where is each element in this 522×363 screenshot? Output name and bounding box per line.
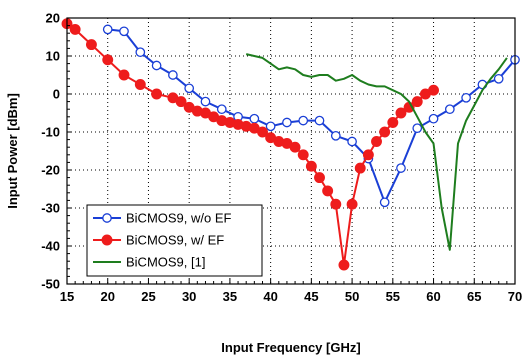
data-point-s1-1 <box>69 23 81 35</box>
data-point-s1-22 <box>289 141 301 153</box>
data-point-s0-21 <box>444 104 455 115</box>
x-tick-label-2: 25 <box>141 289 155 304</box>
data-point-s0-7 <box>216 104 227 115</box>
data-point-s1-34 <box>387 117 399 128</box>
legend-label-2: BiCMOS9, [1] <box>126 255 205 270</box>
data-point-s0-20 <box>428 113 439 124</box>
x-tick-label-0: 15 <box>60 289 74 304</box>
x-tick-label-8: 55 <box>386 289 400 304</box>
legend-label-0: BiCMOS9, w/o EF <box>126 211 232 226</box>
data-point-s1-18 <box>257 126 268 138</box>
data-point-s0-6 <box>200 96 211 107</box>
data-point-s1-35 <box>395 107 407 119</box>
data-point-s1-2 <box>85 39 97 51</box>
data-point-s0-15 <box>347 136 357 147</box>
y-tick-label-6: 10 <box>46 49 60 64</box>
legend-marker-0 <box>102 213 112 223</box>
data-point-s1-8 <box>175 96 187 108</box>
x-tick-label-10: 65 <box>467 289 481 304</box>
data-point-s0-0 <box>102 24 113 35</box>
data-point-s1-30 <box>354 162 366 174</box>
x-tick-label-6: 45 <box>304 289 318 304</box>
data-point-s1-4 <box>118 69 130 81</box>
data-point-s1-3 <box>102 54 114 66</box>
y-tick-label-0: -50 <box>41 277 60 292</box>
data-point-s0-3 <box>151 60 162 71</box>
grid <box>67 18 515 284</box>
data-point-s0-9 <box>249 113 260 124</box>
data-point-s0-17 <box>379 197 390 208</box>
data-point-s0-24 <box>493 73 504 84</box>
x-tick-label-9: 60 <box>426 289 440 304</box>
x-axis-title: Input Frequency [GHz] <box>221 340 360 355</box>
data-point-s0-11 <box>282 117 292 128</box>
y-tick-label-5: 0 <box>53 87 60 102</box>
data-point-s0-18 <box>396 163 406 173</box>
plot-frame <box>66 17 516 285</box>
x-tick-label-3: 30 <box>182 289 196 304</box>
data-point-s0-19 <box>412 123 423 134</box>
x-tick-label-7: 50 <box>345 289 359 304</box>
data-point-s0-22 <box>461 92 471 103</box>
y-tick-label-2: -30 <box>41 201 60 216</box>
data-point-s0-14 <box>330 130 341 141</box>
data-point-s0-5 <box>184 83 195 94</box>
data-point-s1-6 <box>151 88 163 100</box>
legend-marker-1 <box>101 234 113 246</box>
data-point-s1-31 <box>362 149 374 161</box>
data-point-s1-33 <box>379 126 391 138</box>
data-point-s0-12 <box>298 115 309 126</box>
y-tick-label-4: -10 <box>41 125 60 140</box>
y-tick-label-3: -20 <box>41 163 60 178</box>
data-point-s1-26 <box>322 185 334 197</box>
data-point-s1-5 <box>134 79 146 90</box>
data-point-s1-24 <box>305 160 317 172</box>
y-tick-label-7: 20 <box>46 11 60 26</box>
legend: BiCMOS9, w/o EF BiCMOS9, w/ EF BiCMOS9, [1… <box>86 204 263 277</box>
series-0 <box>102 24 520 208</box>
axes: 15 20 25 30 35 40 45 50 55 60 65 70 -50 -40 -30 -20 -10 0… <box>41 11 522 305</box>
series-line-2 <box>245 53 508 251</box>
data-point-s1-32 <box>371 136 382 147</box>
y-axis-title: Input Power [dBm] <box>5 93 20 209</box>
data-point-s0-2 <box>135 47 146 58</box>
data-point-s1-37 <box>411 96 423 108</box>
legend-label-1: BiCMOS9, w/ EF <box>126 233 224 248</box>
x-tick-label-1: 20 <box>100 289 114 304</box>
series-group <box>61 18 520 271</box>
y-tick-label-1: -40 <box>41 239 60 254</box>
data-point-s1-27 <box>330 198 342 210</box>
series-2 <box>245 53 508 251</box>
data-point-s1-23 <box>297 149 309 161</box>
x-tick-label-5: 40 <box>263 289 277 304</box>
data-point-s0-1 <box>119 26 129 37</box>
data-point-s1-28 <box>338 259 350 271</box>
data-point-s0-10 <box>265 121 276 132</box>
data-point-s1-25 <box>314 172 325 184</box>
data-point-s0-4 <box>168 70 178 80</box>
data-point-s1-39 <box>428 84 439 96</box>
x-tick-label-11: 70 <box>508 289 522 304</box>
data-point-s0-13 <box>314 115 325 126</box>
data-point-s1-29 <box>346 198 358 210</box>
series-line-0 <box>107 28 516 204</box>
x-tick-label-4: 35 <box>223 289 237 304</box>
